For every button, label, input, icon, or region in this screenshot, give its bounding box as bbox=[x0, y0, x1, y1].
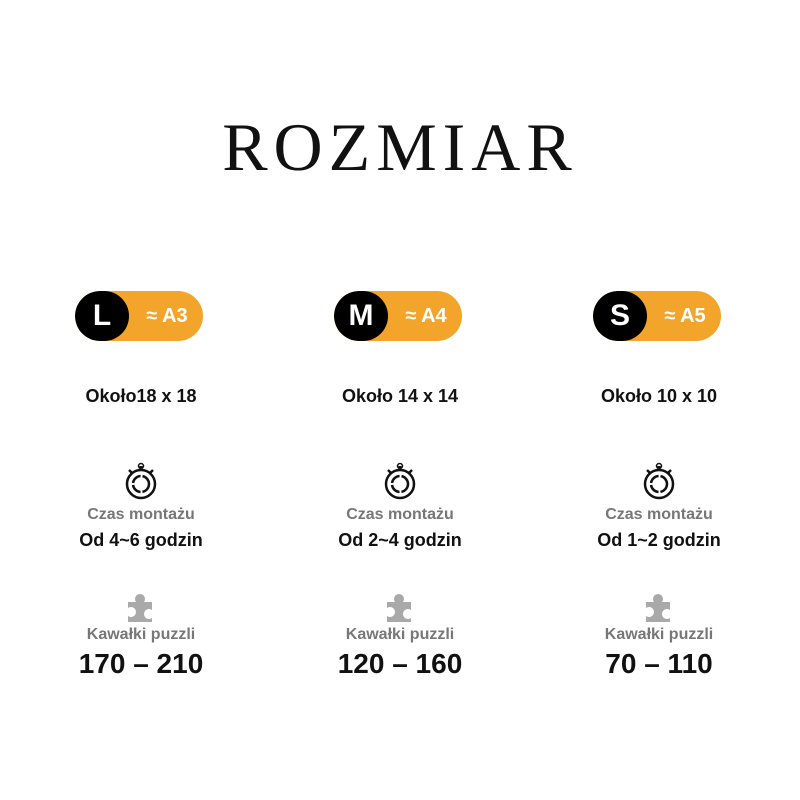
puzzle-piece-icon bbox=[646, 594, 670, 622]
assembly-time: Od 4~6 godzin bbox=[79, 530, 203, 550]
pieces-label: Kawałki puzzli bbox=[86, 626, 196, 643]
size-column: M ≈ A4 Około 14 x 14 Czas montażu Od 2~4… bbox=[270, 0, 530, 800]
stopwatch-icon bbox=[384, 462, 416, 500]
size-column: S ≈ A5 Około 10 x 10 Czas montażu Od 1~2… bbox=[529, 0, 789, 800]
size-badge: L ≈ A3 bbox=[75, 291, 203, 341]
size-badge: M ≈ A4 bbox=[334, 291, 462, 341]
time-label: Czas montażu bbox=[87, 506, 195, 523]
size-letter: M bbox=[334, 291, 388, 341]
size-badge: S ≈ A5 bbox=[593, 291, 721, 341]
size-letter: L bbox=[75, 291, 129, 341]
stopwatch-icon bbox=[125, 462, 157, 500]
pieces-count: 120 – 160 bbox=[337, 648, 463, 679]
pieces-label: Kawałki puzzli bbox=[345, 626, 455, 643]
page-title: ROZMIAR bbox=[222, 109, 578, 185]
dimensions: Około 14 x 14 bbox=[341, 386, 459, 406]
paper-size: ≈ A4 bbox=[405, 305, 447, 327]
paper-size: ≈ A5 bbox=[664, 305, 706, 327]
puzzle-piece-icon bbox=[387, 594, 411, 622]
pieces-count: 170 – 210 bbox=[78, 648, 204, 679]
stopwatch-icon bbox=[643, 462, 675, 500]
pieces-label: Kawałki puzzli bbox=[604, 626, 714, 643]
time-label: Czas montażu bbox=[346, 506, 454, 523]
paper-size: ≈ A3 bbox=[146, 305, 188, 327]
puzzle-piece-icon bbox=[128, 594, 152, 622]
dimensions: Około18 x 18 bbox=[85, 386, 197, 406]
dimensions: Około 10 x 10 bbox=[600, 386, 718, 406]
size-letter: S bbox=[593, 291, 647, 341]
assembly-time: Od 2~4 godzin bbox=[338, 530, 462, 550]
time-label: Czas montażu bbox=[605, 506, 713, 523]
size-column: L ≈ A3 Około18 x 18 Czas montażu Od 4~6 … bbox=[11, 0, 271, 800]
pieces-count: 70 – 110 bbox=[605, 648, 713, 679]
assembly-time: Od 1~2 godzin bbox=[597, 530, 721, 550]
